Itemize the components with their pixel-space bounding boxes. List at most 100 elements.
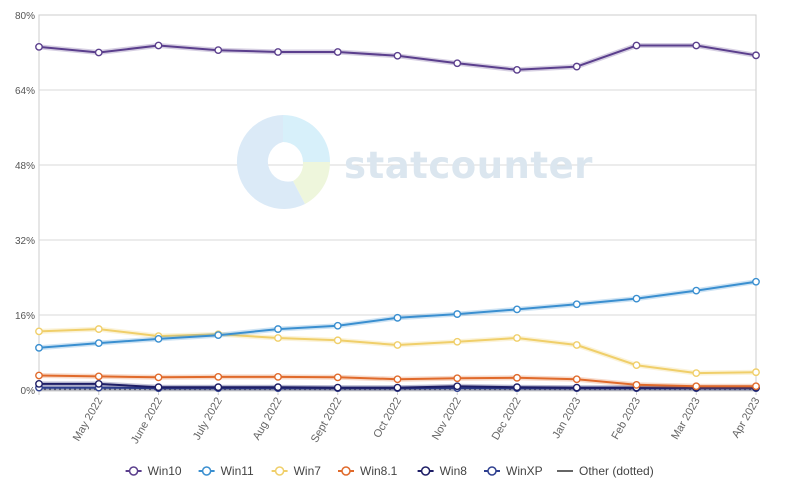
- data-point[interactable]: [513, 334, 521, 342]
- data-point[interactable]: [35, 371, 43, 380]
- data-point[interactable]: [94, 372, 103, 381]
- data-point[interactable]: [513, 373, 521, 382]
- data-point[interactable]: [333, 383, 342, 392]
- data-point[interactable]: [274, 48, 282, 56]
- data-point[interactable]: [94, 339, 103, 348]
- data-point[interactable]: [632, 361, 641, 370]
- legend-marker: [274, 466, 285, 476]
- data-point[interactable]: [333, 321, 342, 330]
- legend[interactable]: Win10 Win11 Win7 Win8.1 Win8 WinXP Other (dott…: [125, 464, 654, 478]
- data-point[interactable]: [453, 337, 462, 346]
- data-point[interactable]: [214, 383, 223, 392]
- x-tick-label: Aug 2022: [251, 396, 285, 443]
- series-win8-1[interactable]: [35, 371, 760, 391]
- data-point[interactable]: [513, 383, 521, 392]
- data-point[interactable]: [35, 327, 43, 336]
- data-point[interactable]: [35, 42, 43, 51]
- data-point[interactable]: [333, 336, 342, 345]
- data-point[interactable]: [154, 383, 163, 392]
- legend-marker: [128, 466, 139, 476]
- y-axis: 0% 16% 32% 48% 64% 80%: [15, 11, 35, 397]
- y-tick-label: 0%: [21, 386, 36, 397]
- data-point[interactable]: [572, 383, 581, 392]
- x-tick-label: Apr 2023: [730, 396, 763, 441]
- data-point[interactable]: [274, 383, 282, 392]
- data-point[interactable]: [94, 325, 103, 333]
- data-point[interactable]: [632, 294, 641, 303]
- data-point[interactable]: [94, 380, 103, 388]
- legend-item-winxp[interactable]: WinXP: [484, 464, 543, 478]
- data-point[interactable]: [94, 48, 103, 57]
- legend-item-win8-1[interactable]: Win8.1: [338, 464, 398, 478]
- y-tick-label: 48%: [15, 161, 35, 172]
- data-point[interactable]: [393, 313, 402, 322]
- data-point[interactable]: [752, 368, 760, 377]
- legend-marker: [487, 466, 497, 476]
- x-tick-label: Mar 2023: [669, 396, 703, 442]
- x-tick-label: July 2022: [191, 396, 225, 443]
- watermark-pie-slice-1: [283, 115, 330, 162]
- data-point[interactable]: [154, 373, 163, 382]
- data-point[interactable]: [393, 375, 402, 384]
- data-point[interactable]: [692, 382, 701, 391]
- data-point[interactable]: [453, 382, 462, 391]
- data-point[interactable]: [692, 41, 701, 50]
- data-point[interactable]: [572, 375, 581, 384]
- x-axis: May 2022 June 2022 July 2022 Aug 2022 Sept 2…: [38, 390, 763, 447]
- legend-marker: [420, 466, 431, 476]
- data-point[interactable]: [453, 374, 462, 383]
- x-tick-label: June 2022: [129, 396, 165, 447]
- data-point[interactable]: [333, 48, 342, 56]
- data-point[interactable]: [393, 51, 402, 60]
- data-point[interactable]: [214, 46, 223, 55]
- data-point[interactable]: [453, 310, 462, 318]
- x-tick-label: May 2022: [71, 396, 106, 444]
- data-point[interactable]: [393, 341, 402, 349]
- data-point[interactable]: [692, 369, 701, 378]
- data-point[interactable]: [453, 59, 462, 68]
- data-point[interactable]: [572, 62, 581, 71]
- x-tick-label: Jan 2023: [550, 396, 583, 441]
- data-point[interactable]: [214, 372, 223, 381]
- data-point[interactable]: [274, 372, 282, 381]
- series-win11[interactable]: [35, 277, 760, 352]
- data-point[interactable]: [274, 334, 282, 342]
- data-point[interactable]: [214, 331, 223, 340]
- data-point[interactable]: [154, 41, 163, 50]
- y-tick-label: 16%: [15, 311, 35, 322]
- legend-label: Win10: [148, 464, 182, 478]
- x-tick-label: Feb 2023: [609, 396, 643, 442]
- data-point[interactable]: [692, 286, 701, 295]
- legend-item-win10[interactable]: Win10: [125, 464, 182, 478]
- legend-item-win8[interactable]: Win8: [417, 464, 468, 478]
- statcounter-watermark: statcounter: [236, 115, 593, 209]
- data-point[interactable]: [513, 65, 521, 74]
- legend-item-win11[interactable]: Win11: [198, 464, 254, 478]
- legend-item-win7[interactable]: Win7: [271, 464, 322, 478]
- data-point[interactable]: [572, 300, 581, 309]
- y-tick-label: 64%: [15, 86, 35, 97]
- series-lines: [35, 41, 760, 393]
- x-tick-label: Dec 2022: [490, 396, 524, 443]
- data-point[interactable]: [393, 383, 402, 392]
- data-point[interactable]: [513, 305, 521, 314]
- data-point[interactable]: [632, 380, 641, 389]
- data-point[interactable]: [752, 277, 760, 286]
- data-point[interactable]: [274, 325, 282, 333]
- data-point[interactable]: [572, 341, 581, 349]
- watermark-pie-slice-2: [293, 162, 331, 204]
- series-win10[interactable]: [35, 41, 760, 74]
- data-point[interactable]: [35, 380, 43, 388]
- data-point[interactable]: [35, 343, 43, 352]
- watermark-pie-slice-3: [236, 115, 305, 209]
- data-point[interactable]: [752, 51, 760, 60]
- legend-label: Win7: [294, 464, 322, 478]
- data-point[interactable]: [333, 373, 342, 382]
- data-point[interactable]: [752, 382, 760, 391]
- data-point[interactable]: [632, 41, 641, 50]
- legend-item-other-dotted[interactable]: Other (dotted): [557, 464, 654, 478]
- data-point[interactable]: [154, 335, 163, 343]
- legend-marker: [341, 466, 351, 476]
